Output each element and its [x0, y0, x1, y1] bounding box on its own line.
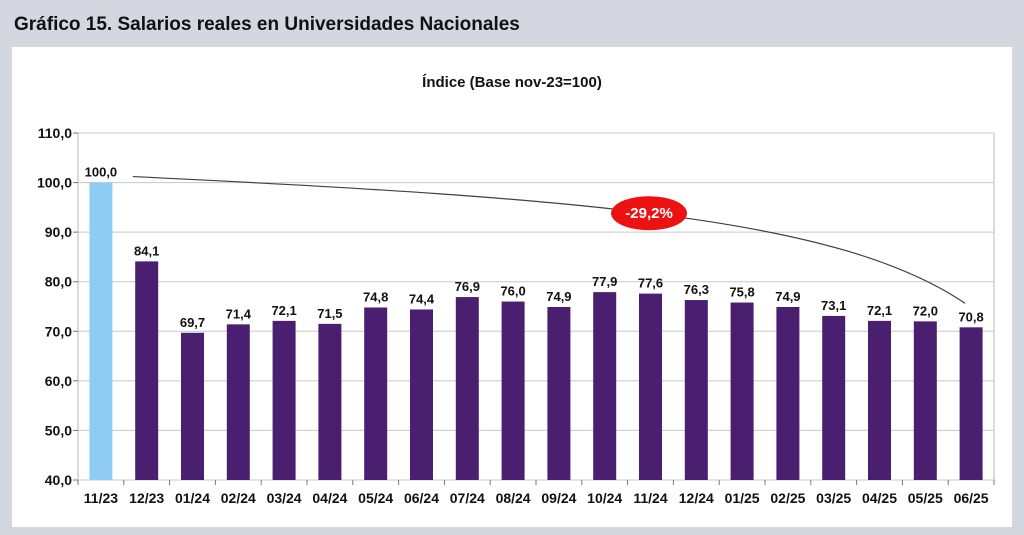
x-tick-label: 06/24 — [404, 490, 439, 506]
data-label: 71,4 — [226, 306, 252, 321]
y-axis: 40,0 50,0 60,0 70,0 80,0 90,0 100,0 110,0 — [37, 125, 78, 488]
bar — [730, 302, 754, 480]
data-label: 74,4 — [409, 291, 435, 306]
bar — [868, 320, 891, 480]
x-tick-label: 09/24 — [541, 490, 576, 506]
x-tick-label: 02/24 — [221, 490, 256, 506]
data-label: 72,1 — [271, 303, 296, 318]
bar — [181, 332, 204, 480]
x-tick-label: 08/24 — [496, 490, 531, 506]
data-label: 77,6 — [638, 276, 663, 291]
bar — [135, 261, 159, 480]
bar — [639, 293, 662, 480]
bar — [913, 321, 937, 480]
bar — [272, 320, 296, 480]
chart-subtitle: Índice (Base nov-23=100) — [422, 74, 602, 91]
x-tick-label: 05/24 — [358, 490, 393, 506]
trend-line — [132, 175, 966, 304]
data-label: 74,8 — [363, 289, 388, 304]
data-label: 70,8 — [958, 309, 983, 324]
data-label: 69,7 — [180, 315, 205, 330]
x-tick-label: 11/23 — [84, 490, 118, 506]
data-label: 72,1 — [867, 303, 892, 318]
bar — [547, 306, 571, 480]
data-label: 74,9 — [546, 289, 571, 304]
y-tick-label: 60,0 — [45, 373, 72, 389]
grid-lines — [77, 132, 995, 481]
bar — [226, 324, 250, 480]
bar — [593, 292, 617, 480]
bar — [89, 182, 113, 481]
bar — [364, 307, 388, 480]
page-title: Gráfico 15. Salarios reales en Universid… — [14, 14, 520, 35]
bar — [318, 323, 342, 480]
bar — [501, 301, 525, 480]
y-tick-label: 90,0 — [45, 224, 72, 240]
change-badge — [611, 196, 688, 231]
y-tick-label: 100,0 — [37, 175, 72, 191]
x-tick-label: 12/23 — [129, 490, 164, 506]
bar — [410, 309, 433, 480]
bar — [959, 327, 983, 480]
x-tick-label: 04/24 — [312, 490, 347, 506]
x-tick-label: 12/24 — [679, 490, 714, 506]
data-label: 74,9 — [775, 289, 800, 304]
bar — [684, 300, 708, 480]
x-tick-label: 03/24 — [267, 490, 302, 506]
data-label: 75,8 — [729, 285, 754, 300]
chart-panel: Índice (Base nov-23=100) 40,0 50,0 60,0 70,… — [12, 47, 1012, 527]
data-label: 77,9 — [592, 274, 617, 289]
x-axis: 11/23 12/23 01/24 02/24 03/24 04/24 05/24 06/24… — [77, 480, 995, 506]
plot-area-border — [77, 132, 995, 481]
bar-chart: Índice (Base nov-23=100) 40,0 50,0 60,0 70,… — [37, 74, 995, 506]
x-tick-label: 10/24 — [587, 490, 622, 506]
data-label: 84,1 — [134, 243, 159, 258]
trend-annotation: -29,2% — [132, 175, 966, 304]
y-tick-label: 80,0 — [45, 274, 72, 290]
x-tick-label: 02/25 — [770, 490, 805, 506]
y-tick-label: 70,0 — [45, 323, 72, 339]
bar — [776, 306, 800, 480]
data-label: 76,3 — [684, 282, 709, 297]
y-tick-label: 110,0 — [38, 125, 72, 141]
x-tick-label: 05/25 — [908, 490, 943, 506]
x-tick-label: 03/25 — [816, 490, 851, 506]
x-tick-label: 04/25 — [862, 490, 897, 506]
y-tick-label: 50,0 — [45, 422, 72, 438]
bar — [822, 315, 846, 480]
data-label: 76,0 — [500, 284, 525, 299]
data-label: 100,0 — [85, 165, 118, 180]
change-badge-label: -29,2% — [625, 205, 673, 222]
x-tick-label: 01/24 — [175, 490, 210, 506]
data-label: 72,0 — [913, 303, 938, 318]
x-tick-label: 11/24 — [633, 490, 667, 506]
data-label: 71,5 — [317, 306, 342, 321]
x-tick-label: 06/25 — [954, 490, 989, 506]
bar — [455, 297, 479, 480]
data-label: 76,9 — [455, 279, 480, 294]
data-label: 73,1 — [821, 298, 846, 313]
x-tick-label: 01/25 — [725, 490, 760, 506]
y-tick-label: 40,0 — [45, 472, 72, 488]
bars: 100,0 84,1 69,7 71,4 72,1 71,5 74,8 74,4 76,9 76,… — [85, 165, 984, 481]
x-tick-label: 07/24 — [450, 490, 485, 506]
